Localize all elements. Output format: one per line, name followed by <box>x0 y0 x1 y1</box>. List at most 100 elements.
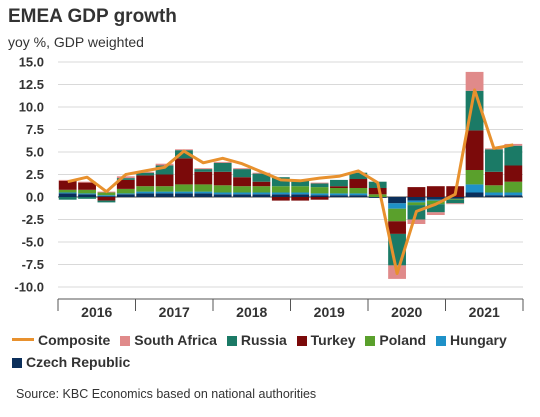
bar-russia <box>116 178 135 180</box>
bar-czech-republic <box>175 193 193 197</box>
bar-czech-republic <box>446 197 465 199</box>
bar-poland <box>330 188 348 194</box>
bar-hungary <box>310 193 329 196</box>
legend-label-russia: Russia <box>240 332 287 348</box>
bar-poland <box>252 186 271 193</box>
legend-swatch-russia <box>226 336 237 346</box>
bar-czech-republic <box>252 194 271 197</box>
bar-turkey <box>233 177 251 187</box>
legend-item-south-africa: South Africa <box>120 329 217 351</box>
bar-hungary <box>330 193 348 196</box>
bar-poland <box>194 184 213 192</box>
bar-czech-republic <box>504 195 523 197</box>
bar-russia <box>58 197 77 200</box>
bar-poland <box>504 181 523 193</box>
bar-hungary <box>194 191 213 194</box>
bar-czech-republic <box>213 194 232 197</box>
x-year-label: 2021 <box>469 304 500 320</box>
bar-russia <box>213 162 232 172</box>
bar-hungary <box>175 191 193 194</box>
legend-item-czech-republic: Czech Republic <box>12 351 130 373</box>
y-tick-label: -2.5 <box>22 212 44 227</box>
bar-czech-republic <box>78 194 96 197</box>
bar-poland <box>78 189 96 194</box>
bar-poland <box>97 192 116 196</box>
bar-czech-republic <box>485 195 503 197</box>
bar-hungary <box>504 192 523 196</box>
x-year-label: 2017 <box>159 304 190 320</box>
x-year-label: 2018 <box>236 304 267 320</box>
legend-swatch-poland <box>365 336 376 346</box>
bar-russia <box>78 197 96 199</box>
legend-label-composite: Composite <box>38 332 111 348</box>
bar-czech-republic <box>58 193 77 197</box>
bar-russia <box>291 180 310 187</box>
bar-poland <box>465 170 484 185</box>
bar-hungary <box>252 192 271 195</box>
y-tick-label: -7.5 <box>22 257 44 272</box>
legend-label-czech-republic: Czech Republic <box>26 354 131 370</box>
bar-czech-republic <box>310 195 329 197</box>
bar-south-africa <box>194 168 213 170</box>
bar-hungary <box>349 193 368 196</box>
bar-south-africa <box>155 163 174 166</box>
bar-russia <box>446 199 465 204</box>
bar-poland <box>136 186 155 192</box>
bar-poland <box>485 185 503 193</box>
bar-russia <box>504 145 523 166</box>
bar-czech-republic <box>291 194 310 197</box>
bar-hungary <box>485 192 503 196</box>
y-tick-label: 0.0 <box>26 190 44 205</box>
x-year-label: 2019 <box>314 304 345 320</box>
bar-poland <box>407 202 426 206</box>
legend-swatch-composite <box>12 338 34 341</box>
bar-poland <box>233 186 251 193</box>
bar-south-africa <box>504 143 523 146</box>
bar-south-africa <box>407 219 426 224</box>
bar-poland <box>175 184 193 192</box>
legend-swatch-turkey <box>296 336 307 346</box>
bar-poland <box>155 186 174 192</box>
bar-turkey <box>368 188 387 195</box>
bar-czech-republic <box>233 194 251 197</box>
bar-turkey <box>485 171 503 186</box>
bar-turkey <box>252 181 271 187</box>
bar-russia <box>252 173 271 182</box>
bar-russia <box>194 169 213 172</box>
bar-hungary <box>407 200 426 203</box>
legend-item-poland: Poland <box>365 329 426 351</box>
bar-poland <box>446 198 465 200</box>
bar-turkey <box>97 197 116 201</box>
bar-russia <box>155 165 174 175</box>
legend-item-composite: Composite <box>12 329 110 351</box>
legend-item-turkey: Turkey <box>296 329 356 351</box>
legend-swatch-south-africa <box>120 336 131 346</box>
y-tick-label: 7.5 <box>26 122 44 137</box>
bar-czech-republic <box>271 194 290 197</box>
bar-south-africa <box>233 168 251 170</box>
chart-subtitle: yoy %, GDP weighted <box>8 34 144 50</box>
source-note: Source: KBC Economics based on national … <box>16 387 317 401</box>
bar-turkey <box>426 186 445 197</box>
bar-turkey <box>388 221 406 234</box>
bar-russia <box>136 172 155 176</box>
bar-hungary <box>426 199 445 201</box>
bar-turkey <box>155 174 174 187</box>
bar-czech-republic <box>465 192 484 197</box>
bar-poland <box>271 186 290 193</box>
bar-south-africa <box>310 182 329 184</box>
chart-title: EMEA GDP growth <box>8 6 177 27</box>
y-tick-label: 15.0 <box>19 55 44 70</box>
bar-south-africa <box>446 203 465 205</box>
bar-czech-republic <box>155 193 174 197</box>
bar-turkey <box>504 165 523 182</box>
bar-poland <box>116 188 135 194</box>
y-tick-label: -10.0 <box>14 280 44 295</box>
bar-turkey <box>116 179 135 189</box>
legend-label-turkey: Turkey <box>310 332 356 348</box>
bar-hungary <box>388 203 406 209</box>
bar-poland <box>426 200 445 205</box>
bar-czech-republic <box>407 197 426 201</box>
bar-south-africa <box>213 161 232 163</box>
bar-poland <box>388 208 406 222</box>
